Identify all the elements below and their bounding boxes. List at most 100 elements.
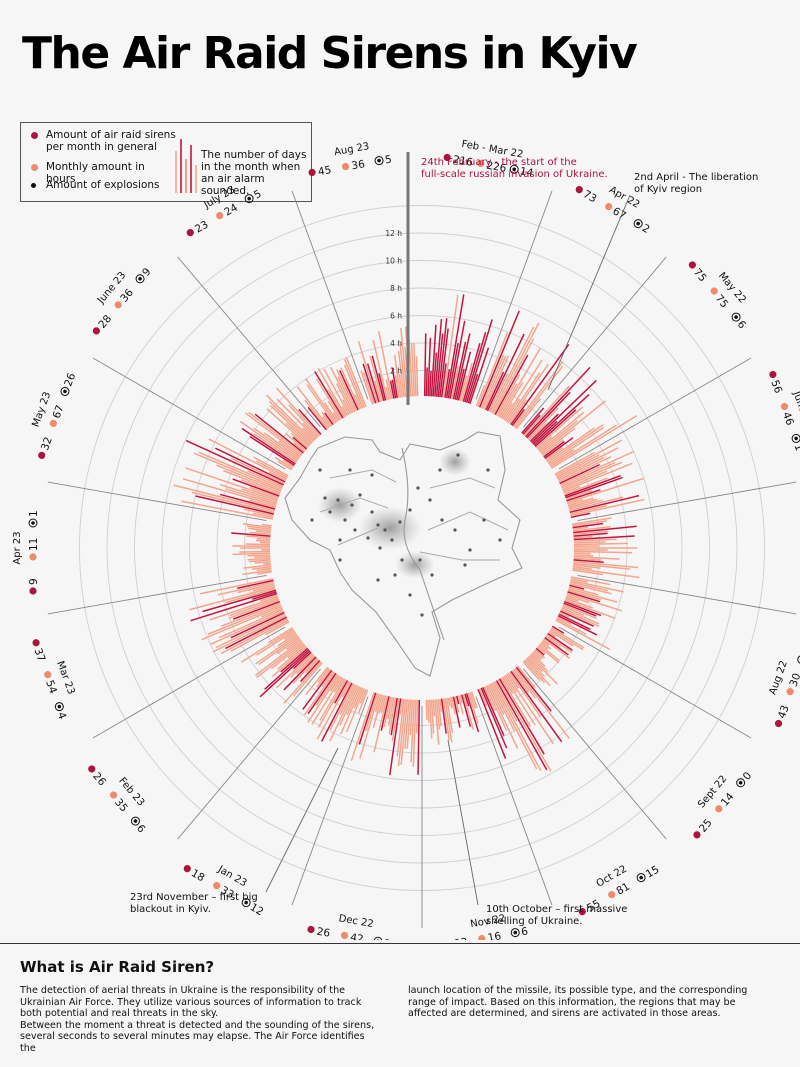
day-bar: [485, 685, 508, 732]
day-bar: [189, 586, 276, 611]
day-bar: [557, 447, 619, 480]
day-bar: [571, 576, 611, 586]
day-bar: [248, 527, 272, 532]
day-bar: [452, 696, 461, 728]
day-bar: [283, 656, 317, 691]
day-bar: [566, 489, 601, 502]
explosion-map-dot: [400, 558, 404, 562]
day-bar: [249, 436, 295, 467]
explosions-value: 14: [519, 165, 535, 179]
sirens-dot-icon: [31, 132, 38, 139]
day-bar: [573, 562, 631, 570]
day-bar: [456, 695, 460, 705]
day-bar: [434, 318, 443, 397]
day-bar: [358, 692, 377, 745]
day-bar: [268, 471, 287, 482]
day-bar: [277, 460, 293, 471]
explosion-dot-icon: [512, 167, 516, 172]
day-bar: [345, 688, 366, 733]
sirens-dot-icon: [88, 765, 96, 773]
day-bar: [427, 337, 432, 397]
day-bar: [536, 646, 546, 655]
sirens-value: 23: [453, 936, 468, 940]
day-bar: [567, 591, 601, 603]
month-spoke: [291, 190, 369, 400]
day-bar: [220, 483, 278, 504]
day-bar: [256, 537, 271, 541]
legend-sirens: Amount of air raid sirens per month in g…: [31, 129, 176, 153]
sirens-value: 26: [316, 926, 332, 940]
day-bar: [303, 671, 336, 716]
day-bar: [185, 467, 279, 500]
explosion-map-dot: [440, 518, 444, 522]
day-bar: [572, 526, 588, 531]
month-label: Aug 22: [767, 659, 789, 696]
day-bar: [243, 523, 272, 529]
day-bar: [540, 642, 549, 650]
day-bar: [391, 379, 397, 399]
day-bar: [241, 628, 294, 663]
axis-tick-label: 2 h: [390, 367, 402, 376]
day-bar: [253, 456, 289, 477]
explosion-map-dot: [398, 520, 402, 524]
section-divider: [0, 943, 800, 944]
day-bar: [494, 680, 518, 722]
hours-value: 16: [487, 930, 503, 940]
day-bar: [444, 368, 451, 398]
hours-value: 33: [218, 884, 236, 901]
day-bar: [560, 450, 635, 486]
day-bar: [255, 539, 271, 542]
day-bar: [292, 657, 318, 684]
day-bar: [193, 452, 282, 491]
hours-value: 75: [713, 292, 731, 310]
sirens-value: 18: [189, 867, 207, 884]
day-bar: [444, 698, 453, 743]
day-bar: [447, 342, 459, 399]
day-bar: [290, 654, 315, 678]
day-bar: [500, 677, 532, 728]
day-bar: [327, 389, 346, 418]
day-bar: [406, 699, 412, 749]
day-bar: [483, 686, 496, 712]
inner-disc: [272, 398, 572, 698]
day-bar: [554, 451, 596, 475]
day-bar: [506, 372, 541, 423]
hours-dot-icon: [605, 202, 613, 211]
day-bar: [462, 342, 481, 402]
explosion-dot-icon: [794, 436, 798, 441]
day-bar: [573, 532, 608, 537]
day-bar: [494, 354, 529, 416]
explosion-map-dot: [456, 453, 460, 457]
sirens-value: 25: [697, 817, 715, 835]
day-bar: [506, 673, 555, 745]
day-bar: [387, 696, 393, 720]
day-bar: [366, 363, 380, 403]
day-bar: [445, 697, 454, 733]
explosions-value: 15: [644, 864, 662, 881]
day-bar: [572, 564, 601, 569]
day-bar: [570, 498, 645, 517]
day-bar: [385, 386, 390, 400]
day-bar: [558, 613, 591, 630]
hours-dot-icon: [715, 805, 723, 813]
info-paragraph-1: The detection of aerial threats in Ukrai…: [20, 985, 362, 1019]
day-bar: [457, 695, 464, 715]
day-bar: [514, 667, 570, 740]
hours-value: 30: [787, 672, 800, 689]
sirens-dot-icon: [688, 261, 696, 269]
day-bar: [482, 355, 507, 409]
explosion-map-dot: [328, 510, 332, 514]
day-bar: [263, 432, 300, 459]
liberation-line-2: of Kyiv region: [634, 184, 702, 195]
day-bar: [569, 582, 612, 595]
day-bar: [263, 562, 271, 565]
day-bar: [257, 571, 272, 575]
explosion-ring-icon: [60, 386, 70, 396]
hours-dot-icon: [786, 687, 794, 696]
day-bar: [573, 559, 604, 564]
day-bar: [572, 565, 593, 570]
day-bar: [515, 397, 541, 430]
day-bar: [560, 610, 594, 627]
day-bar: [322, 416, 331, 428]
